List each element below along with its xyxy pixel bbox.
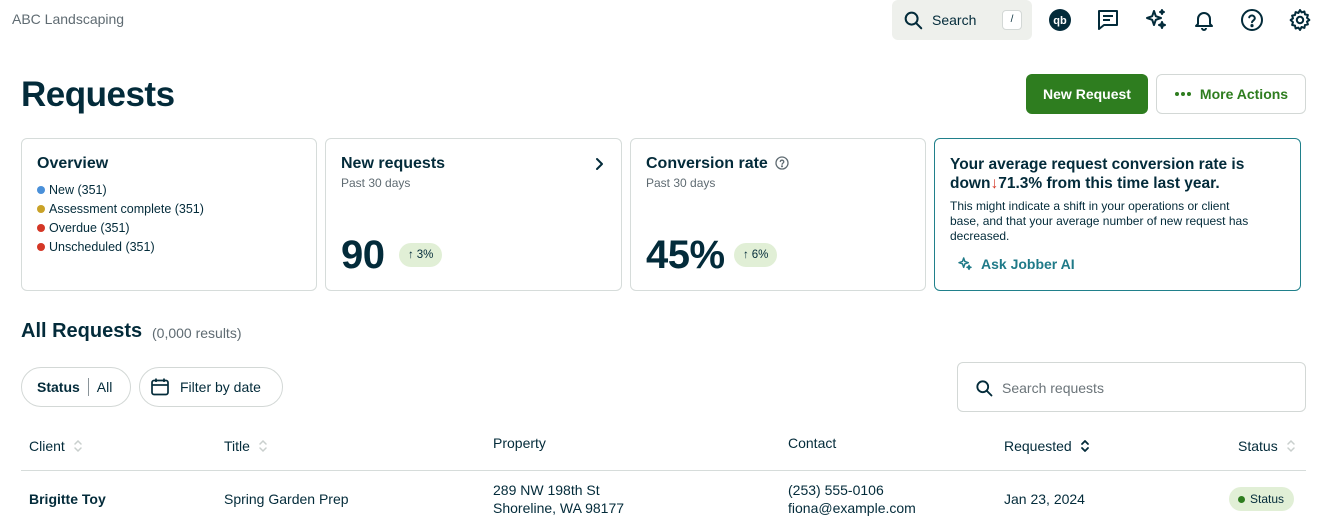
row-contact-email: fiona@example.com bbox=[788, 500, 916, 516]
trend-value: 6% bbox=[751, 249, 769, 261]
status-dot bbox=[37, 224, 45, 232]
company-name: ABC Landscaping bbox=[12, 11, 125, 27]
messages-icon[interactable] bbox=[1096, 8, 1120, 32]
status-dot bbox=[37, 186, 45, 194]
arrow-up-icon: ↑ bbox=[408, 249, 414, 261]
arrow-down-icon: ↓ bbox=[990, 175, 999, 192]
page-title: Requests bbox=[21, 75, 175, 114]
svg-text:qb: qb bbox=[1053, 15, 1067, 27]
sparkle-ai-icon[interactable] bbox=[1144, 8, 1168, 32]
new-requests-period: Past 30 days bbox=[341, 176, 411, 190]
row-property-line2: Shoreline, WA 98177 bbox=[493, 500, 625, 516]
top-bar: ABC Landscaping Search / qb bbox=[0, 0, 1319, 40]
insight-title-prefix: Your average request conversion rate is … bbox=[950, 156, 1245, 192]
filter-by-date-label: Filter by date bbox=[180, 379, 261, 395]
more-dots-icon bbox=[1174, 92, 1191, 96]
insight-title-value: 71.3% bbox=[998, 175, 1043, 192]
column-label: Status bbox=[1238, 438, 1278, 454]
sparkle-ai-icon bbox=[958, 257, 972, 271]
column-label: Client bbox=[29, 438, 65, 454]
column-header-property: Property bbox=[493, 435, 546, 451]
row-title: Spring Garden Prep bbox=[224, 491, 349, 507]
status-filter-value: All bbox=[96, 379, 113, 395]
conversion-rate-card: Conversion rate Past 30 days 45% ↑ 6% bbox=[630, 138, 926, 291]
insight-title-suffix: from this time last year. bbox=[1042, 175, 1220, 192]
search-icon bbox=[976, 380, 993, 397]
overview-item-label: New (351) bbox=[49, 183, 107, 197]
help-icon[interactable] bbox=[1240, 8, 1264, 32]
search-requests-input[interactable] bbox=[1002, 376, 1292, 400]
search-icon bbox=[904, 11, 923, 30]
row-requested-date: Jan 23, 2024 bbox=[1004, 491, 1085, 507]
insight-body: This might indicate a shift in your oper… bbox=[950, 199, 1249, 243]
more-actions-button[interactable]: More Actions bbox=[1156, 74, 1306, 114]
column-header-contact: Contact bbox=[788, 435, 836, 451]
column-label: Requested bbox=[1004, 438, 1072, 454]
column-label: Property bbox=[493, 435, 546, 451]
ask-jobber-ai-link[interactable]: Ask Jobber AI bbox=[957, 256, 1075, 272]
sort-icon bbox=[259, 439, 267, 453]
column-header-title[interactable]: Title bbox=[224, 438, 268, 454]
bell-icon[interactable] bbox=[1192, 8, 1216, 32]
results-count: (0,000 results) bbox=[152, 325, 242, 341]
status-badge: Status bbox=[1229, 487, 1295, 511]
overview-item-overdue[interactable]: Overdue (351) bbox=[37, 221, 130, 235]
overview-title: Overview bbox=[37, 155, 109, 172]
status-badge-label: Status bbox=[1250, 492, 1285, 506]
global-search-label: Search bbox=[932, 12, 977, 28]
filter-by-date-chip[interactable]: Filter by date bbox=[139, 367, 283, 407]
conversion-rate-value: 45% bbox=[646, 233, 725, 277]
new-requests-card[interactable]: New requests Past 30 days 90 ↑ 3% bbox=[325, 138, 622, 291]
overview-item-new[interactable]: New (351) bbox=[37, 183, 107, 197]
info-help-icon[interactable] bbox=[775, 156, 789, 170]
status-filter-chip[interactable]: Status All bbox=[21, 367, 131, 407]
sort-icon bbox=[1286, 439, 1295, 453]
status-filter-label: Status bbox=[37, 379, 80, 395]
overview-item-label: Overdue (351) bbox=[49, 221, 130, 235]
search-shortcut-key: / bbox=[1002, 10, 1022, 30]
status-dot bbox=[1238, 495, 1245, 503]
conversion-rate-title: Conversion rate bbox=[646, 155, 789, 173]
conversion-trend-badge: ↑ 6% bbox=[734, 243, 778, 267]
new-requests-value: 90 bbox=[341, 233, 385, 277]
overview-item-assessment-complete[interactable]: Assessment complete (351) bbox=[37, 202, 204, 216]
column-header-status[interactable]: Status bbox=[1238, 438, 1296, 454]
row-property-line1: 289 NW 198th St bbox=[493, 482, 600, 498]
overview-item-label: Unscheduled (351) bbox=[49, 240, 155, 254]
new-requests-trend-badge: ↑ 3% bbox=[399, 243, 443, 267]
conversion-rate-period: Past 30 days bbox=[646, 176, 716, 190]
calendar-icon bbox=[151, 378, 169, 396]
column-header-requested[interactable]: Requested bbox=[1004, 438, 1090, 454]
arrow-up-icon: ↑ bbox=[743, 249, 749, 261]
ai-insight-card: Your average request conversion rate is … bbox=[934, 138, 1301, 291]
trend-value: 3% bbox=[416, 249, 434, 261]
status-dot bbox=[37, 243, 45, 251]
row-contact-phone: (253) 555-0106 bbox=[788, 482, 884, 498]
conversion-rate-title-text: Conversion rate bbox=[646, 155, 768, 172]
divider bbox=[87, 378, 89, 396]
overview-card: Overview New (351) Assessment complete (… bbox=[21, 138, 317, 291]
column-label: Contact bbox=[788, 435, 837, 451]
all-requests-title: All Requests bbox=[21, 320, 143, 342]
global-search-button[interactable]: Search / bbox=[892, 0, 1032, 40]
table-header-divider bbox=[21, 470, 1306, 471]
sort-active-icon bbox=[1080, 440, 1089, 452]
sort-icon bbox=[74, 439, 82, 453]
search-requests-field[interactable] bbox=[957, 362, 1306, 412]
new-request-button[interactable]: New Request bbox=[1026, 74, 1148, 114]
chevron-right-icon[interactable] bbox=[594, 157, 604, 171]
overview-item-unscheduled[interactable]: Unscheduled (351) bbox=[37, 240, 155, 254]
new-requests-title: New requests bbox=[341, 155, 446, 172]
insight-title: Your average request conversion rate is … bbox=[950, 155, 1290, 193]
status-dot bbox=[37, 205, 45, 213]
column-header-client[interactable]: Client bbox=[29, 438, 83, 454]
ask-jobber-ai-label: Ask Jobber AI bbox=[981, 256, 1075, 272]
gear-icon[interactable] bbox=[1288, 8, 1312, 32]
overview-item-label: Assessment complete (351) bbox=[49, 202, 204, 216]
row-client[interactable]: Brigitte Toy bbox=[29, 491, 106, 507]
more-actions-label: More Actions bbox=[1199, 86, 1289, 102]
column-label: Title bbox=[224, 438, 250, 454]
quickbooks-icon[interactable]: qb bbox=[1048, 8, 1072, 32]
